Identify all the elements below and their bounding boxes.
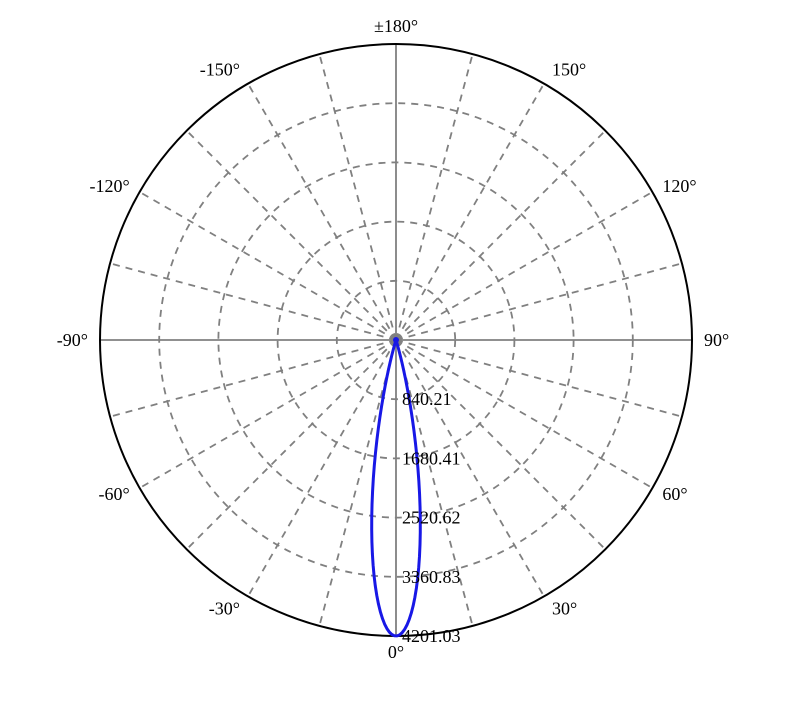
grid-spoke (187, 131, 396, 340)
angle-label: -60° (98, 484, 129, 504)
grid-spoke (319, 54, 396, 340)
radial-label: 2520.62 (402, 508, 461, 528)
grid-spoke (140, 340, 396, 488)
radial-label: 4201.03 (402, 626, 461, 646)
beam-origin-dot (393, 337, 399, 343)
angle-label: -90° (57, 330, 88, 350)
grid-spoke (140, 192, 396, 340)
angle-label: -120° (89, 176, 129, 196)
angle-label: 90° (704, 330, 729, 350)
radial-label: 3360.83 (402, 567, 461, 587)
grid-spoke (396, 54, 473, 340)
angle-label: -150° (200, 60, 240, 80)
grid-spoke (396, 192, 652, 340)
radial-label: 840.21 (402, 389, 452, 409)
polar-chart: 0°30°60°90°120°150°±180°-150°-120°-90°-6… (0, 0, 793, 708)
grid-spoke (110, 340, 396, 417)
grid-spoke (110, 263, 396, 340)
grid-spoke (396, 263, 682, 340)
angle-label: 120° (662, 176, 696, 196)
angle-label: 30° (552, 598, 577, 618)
grid-spoke (248, 84, 396, 340)
angle-label: 150° (552, 60, 586, 80)
grid-spoke (396, 131, 605, 340)
grid-spoke (396, 84, 544, 340)
angle-label: 60° (662, 484, 687, 504)
angle-label: -30° (209, 598, 240, 618)
radial-label: 1680.41 (402, 448, 461, 468)
grid-spoke (187, 340, 396, 549)
angle-label: ±180° (374, 16, 418, 36)
